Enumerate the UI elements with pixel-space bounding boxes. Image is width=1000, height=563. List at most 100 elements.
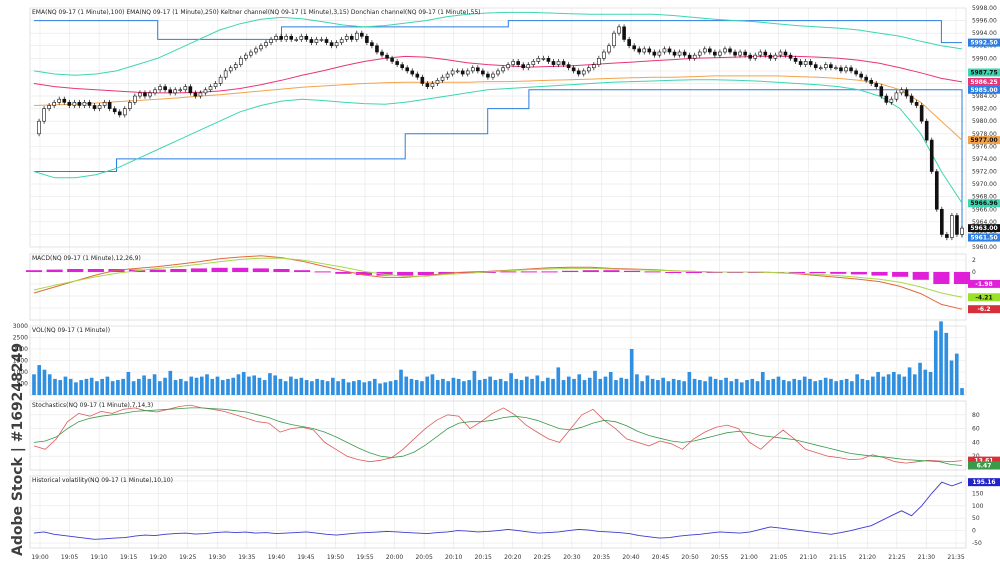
volume-bar [325,381,330,395]
macd-histogram-bar [170,269,187,272]
candle-body [869,80,874,84]
x-tick-label: 19:25 [179,554,196,561]
y-tick-label: 0 [972,528,976,535]
y-tick-label: 5994.00 [972,30,997,37]
candle-body [415,73,420,78]
x-tick-label: 20:25 [534,554,551,561]
candle-body [581,70,586,75]
macd-histogram-bar [314,271,331,273]
candle-body [102,102,107,106]
y-tick-label: 5976.00 [972,143,997,150]
volume-bar [199,376,204,395]
value-tag-box [968,77,1000,86]
volume-bar [414,380,419,395]
macd-histogram-bar [623,270,641,272]
volume-bar [755,381,760,395]
macd-histogram-bar [830,272,847,274]
volume-bar [226,378,230,395]
panel-border [29,253,967,321]
y-tick-label: 1000 [13,369,28,376]
volume-bar [105,376,110,395]
keltner-lower-line [33,79,963,204]
volume-bar [509,373,513,395]
grid-lines [29,7,967,549]
panel-border [29,475,967,549]
volume-bar [572,378,576,395]
x-tick-label: 19:15 [120,554,137,561]
candle-body [173,89,178,94]
volume-bar [163,377,167,395]
candle-body [223,70,228,78]
volume-bar [808,378,812,395]
volume-bar [582,380,587,395]
macd-histogram-bar [252,268,269,272]
candle-body [551,61,556,65]
candle-body [314,39,319,43]
volume-bar [881,376,886,395]
volume-bar [640,381,645,395]
candle-body [385,54,389,59]
macd-histogram-bar [685,272,702,273]
volume-bar [839,380,844,395]
candle-body [284,36,288,40]
candle-body [824,64,828,69]
donchian-upper-line [34,20,962,44]
candle-body [955,215,959,235]
candle-body [203,89,208,94]
candle-body [143,92,147,97]
x-tick-label: 21:25 [888,554,905,561]
candle-body [148,92,152,97]
candle-body [723,48,727,53]
value-tag-label: 5961.50 [970,235,997,242]
value-tag-box [968,224,1000,233]
volume-bar [771,378,776,395]
candle-body [743,51,747,56]
volume-bar [399,369,403,395]
candle-body [884,95,889,103]
volume-bar [488,376,492,395]
volume-bar [813,381,818,395]
candle-body [692,54,697,59]
candle-body [52,102,56,106]
candle-body [733,51,737,56]
volume-bar [378,383,382,395]
y-tick-label: 5990.00 [972,55,997,62]
candle-body [249,51,253,56]
candle-body [642,48,647,53]
candle-body [163,86,167,91]
candle-body [274,36,278,40]
candle-body [299,36,304,40]
volume-bar [158,381,162,395]
volume-bar [708,376,713,395]
value-tag-label: -6.2 [977,306,990,313]
candle-body [934,171,939,210]
volume-bar [304,380,309,395]
candle-body [405,67,410,72]
volume-bar [912,374,917,395]
candle-body [672,51,677,56]
macd-histogram-bar [933,272,950,284]
volume-bar [614,380,618,395]
volume-bar [178,378,183,395]
volume-bar [834,381,838,395]
volume-bar [892,372,896,395]
macd-histogram-bar [149,269,166,272]
y-tick-label: 5960.00 [972,244,997,251]
volume-bar [949,360,954,395]
macd-histogram-bar [335,272,352,274]
candle-body [77,102,82,106]
value-tag-label: 5966.96 [970,200,997,207]
y-tick-label: 5974.00 [972,156,997,163]
volume-bar [876,372,880,395]
value-tag-box [968,456,1000,465]
volume-bar [425,376,430,395]
volume-bar [713,378,718,395]
candle-body [702,48,707,53]
volume-bar [902,376,907,395]
candle-body [365,36,369,43]
value-tag-label: 5987.75 [970,69,997,76]
candle-body [420,76,425,84]
candle-body [612,32,616,47]
candle-body [47,105,51,109]
volume-bar [147,378,152,395]
